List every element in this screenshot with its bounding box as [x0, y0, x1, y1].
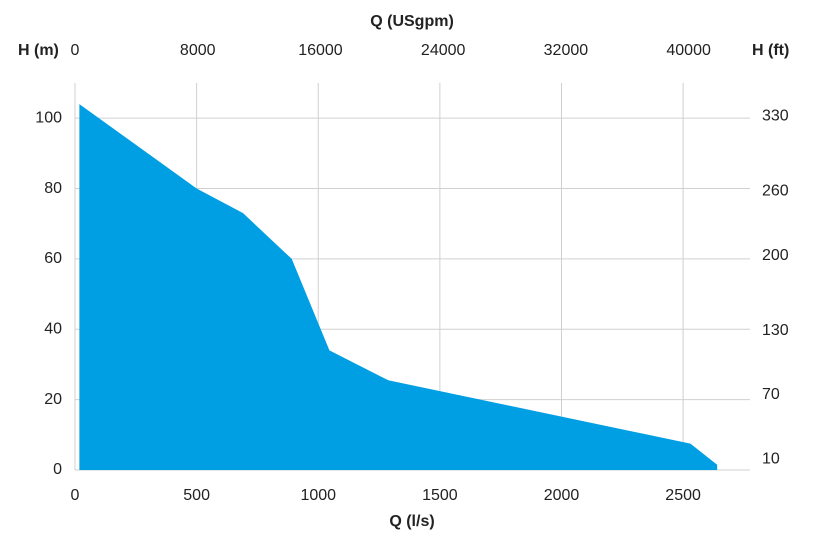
y2-tick-label: 200 — [762, 247, 789, 264]
x-tick-label: 1500 — [422, 487, 458, 504]
y-tick-label: 80 — [44, 180, 62, 197]
y-tick-label: 60 — [44, 250, 62, 267]
bottom-axis-title: Q (l/s) — [389, 513, 434, 530]
y2-tick-label: 330 — [762, 107, 789, 124]
x-tick-label: 500 — [183, 487, 210, 504]
y2-tick-label: 70 — [762, 386, 780, 403]
left-axis-title: H (m) — [18, 42, 59, 59]
x-tick-label: 0 — [71, 487, 80, 504]
y2-tick-label: 260 — [762, 182, 789, 199]
right-axis-title: H (ft) — [752, 42, 789, 59]
y-tick-label: 40 — [44, 320, 62, 337]
x2-tick-label: 24000 — [421, 42, 466, 59]
x2-tick-label: 8000 — [180, 42, 216, 59]
x2-tick-label: 40000 — [666, 42, 711, 59]
y-tick-label: 20 — [44, 391, 62, 408]
x-tick-label: 2500 — [665, 487, 701, 504]
y2-tick-label: 130 — [762, 322, 789, 339]
y-tick-label: 100 — [35, 109, 62, 126]
x2-tick-label: 0 — [71, 42, 80, 59]
x-tick-label: 1000 — [300, 487, 336, 504]
top-axis-title: Q (USgpm) — [370, 13, 454, 30]
x-tick-label: 2000 — [544, 487, 580, 504]
y2-tick-label: 10 — [762, 450, 780, 467]
y-tick-label: 0 — [53, 461, 62, 478]
x2-tick-label: 16000 — [298, 42, 343, 59]
area — [79, 104, 718, 470]
x2-tick-label: 32000 — [544, 42, 589, 59]
